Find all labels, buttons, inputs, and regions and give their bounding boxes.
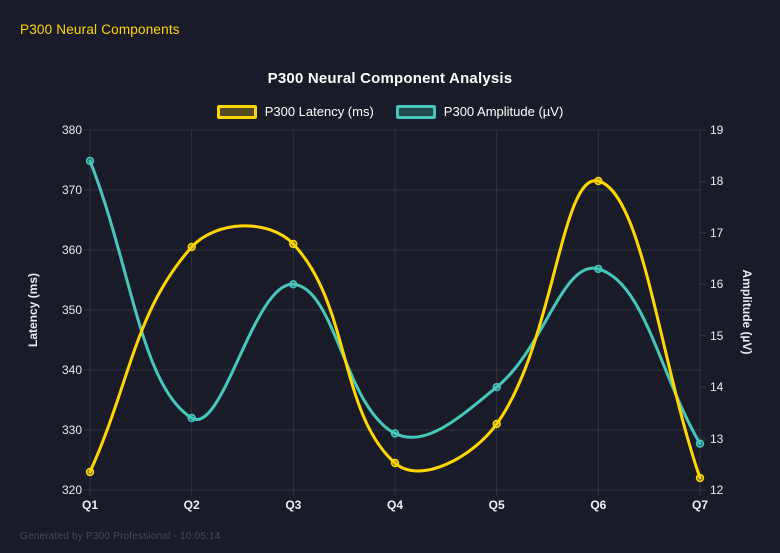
legend-item-amplitude[interactable]: P300 Amplitude (µV): [395, 104, 564, 119]
y-axis-right-tick: 16: [710, 277, 724, 292]
y-axis-right-tick: 19: [710, 123, 724, 137]
y-axis-left-tick: 340: [61, 363, 82, 377]
legend-label: P300 Amplitude (µV): [443, 104, 564, 119]
y-axis-left-tick: 370: [61, 183, 82, 197]
y-axis-left-tick: 360: [61, 243, 82, 257]
y-axis-right-tick: 17: [710, 225, 724, 240]
x-axis-tick: Q5: [488, 498, 505, 512]
x-axis-tick: Q6: [590, 498, 607, 512]
chart-legend: P300 Latency (ms) P300 Amplitude (µV): [0, 104, 780, 119]
y-axis-right-tick: 15: [710, 328, 724, 343]
x-axis-tick: Q2: [183, 498, 200, 512]
y-axis-right-tick: 13: [710, 431, 724, 446]
y-axis-left-tick: 320: [61, 483, 82, 497]
y-axis-left-tick: 350: [61, 303, 82, 317]
x-axis-tick: Q7: [691, 498, 708, 512]
y-axis-left-tick: 380: [61, 123, 82, 137]
left-axis-title: Latency (ms): [26, 272, 40, 348]
legend-label: P300 Latency (ms): [264, 104, 374, 119]
y-axis-left-tick: 330: [61, 423, 82, 437]
y-axis-right-tick: 18: [710, 174, 724, 189]
x-axis-tick: Q4: [386, 498, 403, 512]
legend-swatch-icon: [395, 104, 436, 119]
y-axis-right-tick: 14: [710, 380, 724, 395]
legend-item-latency[interactable]: P300 Latency (ms): [216, 104, 374, 119]
x-axis-tick: Q3: [285, 498, 302, 512]
footer-generated-note: Generated by P300 Professional - 10:05:1…: [20, 531, 221, 542]
legend-swatch-icon: [216, 104, 257, 119]
app-header-title: P300 Neural Components: [20, 22, 180, 37]
right-axis-title: Amplitude (µV): [740, 269, 754, 355]
y-axis-right-tick: 12: [710, 483, 724, 497]
chart-title: P300 Neural Component Analysis: [267, 70, 513, 87]
x-axis-tick: Q1: [81, 498, 98, 512]
